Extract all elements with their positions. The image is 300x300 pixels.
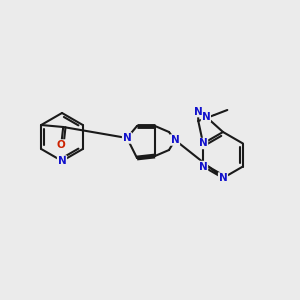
Text: O: O <box>57 140 66 150</box>
Text: N: N <box>194 106 202 117</box>
Text: N: N <box>199 161 208 172</box>
Text: N: N <box>219 173 227 183</box>
Text: N: N <box>58 156 66 166</box>
Text: N: N <box>199 139 208 148</box>
Text: N: N <box>123 133 131 143</box>
Text: N: N <box>202 112 210 122</box>
Text: N: N <box>171 135 179 145</box>
